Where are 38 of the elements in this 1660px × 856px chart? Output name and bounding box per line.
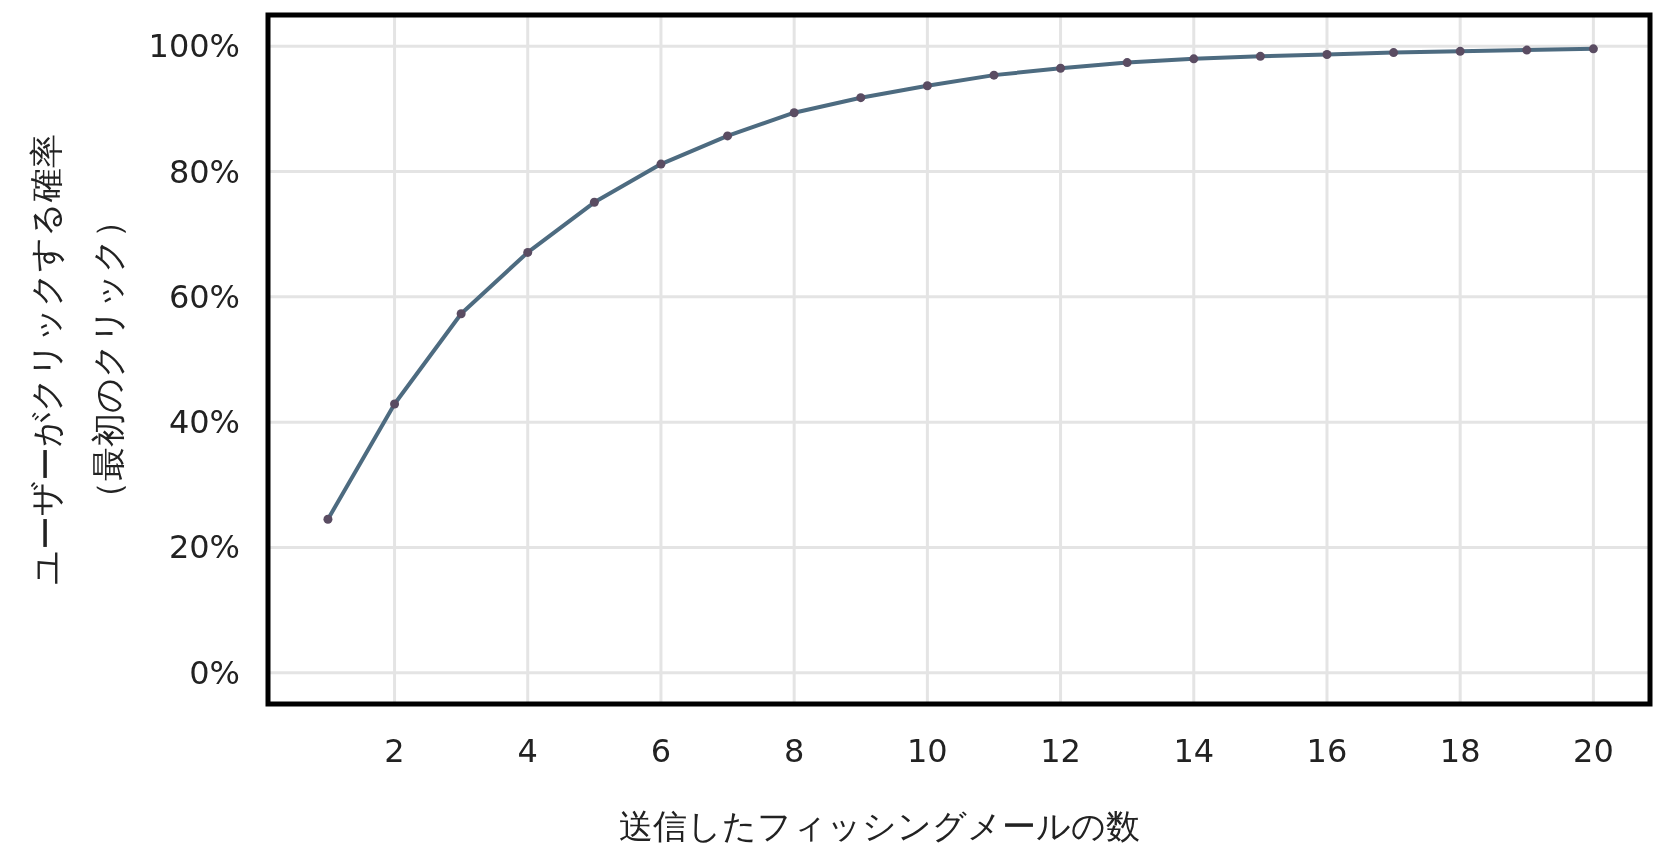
y-tick-label: 60% — [168, 277, 240, 316]
point — [789, 108, 799, 118]
y-axis-title: ユーザーがクリックする確率（最初のクリック） — [26, 134, 128, 585]
point — [523, 247, 533, 257]
x-tick-label: 10 — [907, 732, 948, 770]
point — [323, 514, 333, 524]
x-tick-label: 2 — [384, 732, 405, 770]
point — [989, 70, 999, 80]
x-tick-label: 12 — [1040, 732, 1081, 770]
point — [390, 399, 400, 409]
point — [456, 309, 466, 319]
point — [1588, 44, 1598, 54]
x-axis-title: 送信したフィッシングメールの数 — [618, 806, 1140, 846]
point — [589, 197, 599, 207]
x-tick-label: 20 — [1573, 732, 1614, 770]
x-tick-label: 14 — [1173, 732, 1215, 770]
point — [656, 159, 666, 169]
point — [922, 81, 932, 91]
x-tick-label: 6 — [650, 732, 672, 770]
point — [1455, 46, 1465, 56]
x-tick-label: 8 — [783, 732, 805, 770]
y-tick-label: 80% — [168, 152, 240, 191]
x-tick-label: 4 — [517, 732, 538, 770]
point — [1322, 49, 1332, 59]
point — [1056, 63, 1066, 73]
point — [723, 131, 733, 141]
y-tick-label: 40% — [168, 403, 240, 442]
y-tick-label: 100% — [148, 27, 240, 66]
point — [1122, 58, 1132, 68]
y-tick-label: 0% — [189, 653, 240, 692]
x-tick-label: 18 — [1439, 732, 1481, 770]
point — [1189, 54, 1199, 64]
point — [1389, 48, 1399, 58]
x-tick-label: 16 — [1306, 732, 1348, 770]
point — [1255, 51, 1265, 61]
point — [1522, 45, 1532, 55]
point — [856, 93, 866, 103]
y-tick-label: 20% — [168, 528, 240, 567]
